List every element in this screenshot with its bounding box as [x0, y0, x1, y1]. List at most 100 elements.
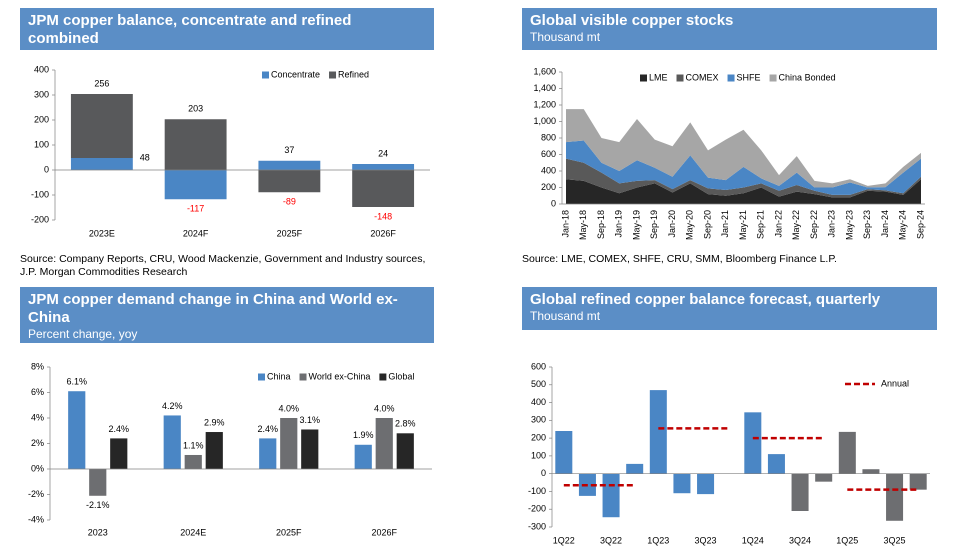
data-label: 48: [140, 152, 150, 162]
bar: [555, 431, 573, 474]
y-tick-label: 300: [531, 415, 546, 425]
y-tick-label: 1,000: [533, 116, 556, 126]
x-tick-label: Sep-21: [756, 210, 766, 239]
y-tick-label: 400: [531, 397, 546, 407]
y-tick-label: 0: [44, 164, 49, 174]
x-tick-label: 2024F: [183, 228, 209, 238]
data-label: 6.1%: [66, 377, 87, 387]
bar: [649, 390, 667, 474]
y-tick-label: 1,400: [533, 83, 556, 93]
legend-swatch: [769, 74, 777, 82]
data-label: 4.0%: [374, 403, 395, 413]
x-tick-label: 2023E: [89, 228, 115, 238]
data-label: 24: [378, 148, 388, 158]
x-tick-label: Sep-22: [809, 210, 819, 239]
area: [566, 158, 921, 198]
y-tick-label: 800: [541, 132, 556, 142]
x-tick-label: Sep-20: [702, 210, 712, 239]
legend-label: China Bonded: [779, 72, 836, 82]
x-tick-label: Jan-21: [720, 210, 730, 238]
source-note: Source: LME, COMEX, SHFE, CRU, SMM, Bloo…: [522, 253, 837, 265]
x-tick-label: 2026F: [371, 527, 397, 537]
x-tick-label: May-19: [631, 210, 641, 240]
bar-segment: [352, 170, 415, 207]
chart-title: JPM copper demand change in China and Wo…: [28, 291, 398, 326]
y-tick-label: 6%: [31, 387, 44, 397]
legend-swatch: [258, 373, 265, 381]
bar: [184, 454, 202, 469]
x-tick-label: 1Q23: [647, 535, 669, 545]
bar: [886, 473, 904, 521]
bar: [909, 473, 927, 490]
y-tick-label: 200: [531, 432, 546, 442]
data-label: 2.8%: [395, 419, 416, 429]
chart-subtitle: Thousand mt: [28, 48, 99, 62]
x-tick-label: May-24: [898, 210, 908, 240]
x-tick-label: Jan-23: [827, 210, 837, 238]
x-tick-label: May-22: [791, 210, 801, 240]
x-tick-label: Sep-23: [862, 210, 872, 239]
y-tick-label: -2%: [28, 489, 44, 499]
chart-header: JPM copper demand change in China and Wo…: [20, 287, 434, 343]
chart-header: Global visible copper stocks Thousand mt: [522, 8, 937, 50]
bar: [791, 473, 809, 511]
x-tick-label: 1Q22: [553, 535, 575, 545]
bar-segment: [258, 160, 321, 170]
y-tick-label: 600: [541, 149, 556, 159]
bar: [375, 418, 393, 469]
bar-segment: [164, 119, 227, 170]
x-tick-label: 1Q25: [836, 535, 858, 545]
x-tick-label: Jan-22: [773, 210, 783, 238]
y-tick-label: 400: [541, 165, 556, 175]
bar: [862, 469, 880, 474]
legend-label: Concentrate: [271, 69, 320, 79]
bar: [673, 473, 691, 494]
y-tick-label: 400: [34, 64, 49, 74]
x-tick-label: 3Q23: [695, 535, 717, 545]
y-tick-label: 100: [531, 450, 546, 460]
legend-label: COMEX: [686, 72, 719, 82]
bar-segment: [70, 158, 133, 170]
bar: [280, 418, 298, 469]
chart-title: JPM copper balance, concentrate and refi…: [28, 12, 352, 47]
x-tick-label: Sep-24: [915, 210, 925, 239]
data-label: 4.0%: [278, 403, 299, 413]
bar: [354, 444, 372, 469]
bar: [744, 412, 762, 474]
y-tick-label: 100: [34, 139, 49, 149]
legend-label: World ex-China: [309, 371, 371, 381]
data-label: 203: [188, 104, 203, 114]
bar: [89, 469, 107, 496]
data-label: -2.1%: [86, 500, 110, 510]
legend-swatch: [727, 74, 735, 82]
x-tick-label: 2026F: [370, 228, 396, 238]
chart-header: JPM copper balance, concentrate and refi…: [20, 8, 434, 62]
data-label: -89: [283, 197, 296, 207]
y-tick-label: 8%: [31, 361, 44, 371]
y-tick-label: 4%: [31, 412, 44, 422]
y-tick-label: -300: [528, 521, 546, 531]
bar-segment: [352, 164, 415, 170]
y-tick-label: -100: [528, 486, 546, 496]
x-tick-label: Sep-19: [649, 210, 659, 239]
bar: [767, 454, 785, 474]
y-tick-label: 600: [531, 361, 546, 371]
y-tick-label: -4%: [28, 514, 44, 524]
y-tick-label: 200: [541, 182, 556, 192]
data-label: -148: [374, 211, 392, 221]
y-tick-label: 200: [34, 114, 49, 124]
data-label: 37: [284, 145, 294, 155]
x-tick-label: Jan-20: [667, 210, 677, 238]
data-label: 256: [94, 78, 109, 88]
y-tick-label: 500: [531, 379, 546, 389]
area: [566, 179, 921, 204]
bar-segment: [164, 170, 227, 200]
x-tick-label: 3Q25: [884, 535, 906, 545]
data-label: 2.4%: [257, 424, 278, 434]
x-tick-label: May-23: [844, 210, 854, 240]
bar: [205, 432, 223, 469]
x-tick-label: Sep-18: [596, 210, 606, 239]
x-tick-label: 3Q22: [600, 535, 622, 545]
